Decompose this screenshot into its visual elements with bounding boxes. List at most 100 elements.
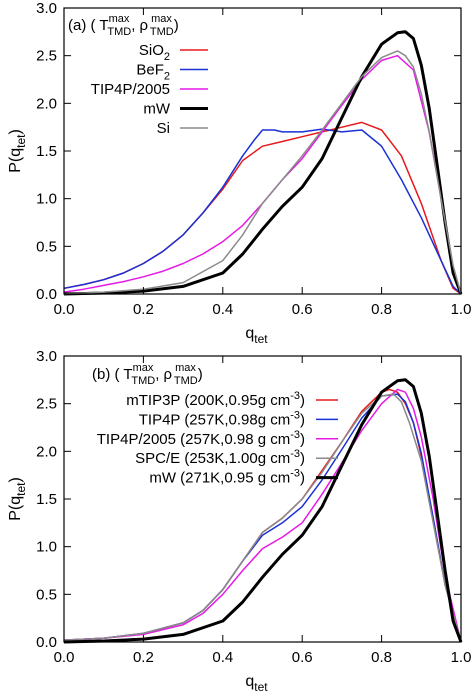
legend-label-tail: ) — [300, 392, 305, 409]
y-tick-label: 3.0 — [36, 0, 57, 17]
legend-label-sup: -3 — [290, 468, 300, 480]
legend-label-tail: ) — [300, 431, 305, 448]
legend-title: (b) ( Tmax TMD, ρ max TMD) — [92, 362, 203, 387]
legend-label-base: SiO — [139, 42, 164, 59]
legend-title-t-sup: max — [133, 362, 154, 374]
y-tick-label: 2.5 — [36, 396, 57, 413]
legend-label-sup: -3 — [290, 448, 300, 460]
legend-label: BeF2 — [136, 62, 170, 83]
x-tick-label: 0.0 — [54, 301, 75, 318]
legend-title-rho-sub: TMD — [174, 375, 198, 387]
legend-label-tail: ) — [300, 470, 305, 487]
legend-title-prefix: ( — [110, 366, 123, 383]
y-tick-label: 1.5 — [36, 143, 57, 160]
legend-label-sup: -3 — [290, 409, 300, 421]
legend-label-base: BeF — [136, 62, 164, 79]
x-tick-label: 0.2 — [133, 649, 154, 666]
y-tick-label: 1.5 — [36, 491, 57, 508]
legend-title-t-sup: max — [109, 13, 130, 25]
series-line-sio — [63, 121, 462, 295]
plot-frame — [63, 7, 462, 295]
y-axis-label-sub: tet — [14, 482, 28, 496]
legend-title-sep: , — [131, 17, 139, 34]
legend-title-prefix: ( — [86, 17, 99, 34]
y-axis-label-sub: tet — [14, 134, 28, 148]
legend-label-sub: 2 — [164, 71, 170, 83]
legend-label-tail: ) — [300, 450, 305, 467]
x-axis-label-sub: tet — [254, 680, 268, 691]
legend-label: SiO2 — [139, 42, 170, 63]
series-line-mw — [63, 30, 463, 296]
y-tick-label: 1.0 — [36, 191, 57, 208]
legend-entry: TIP4P/2005 (257K,0.98 g cm-3) — [97, 429, 338, 448]
x-axis-label-base: q — [245, 325, 254, 342]
legend-label-base: SPC/E (253K,1.00g cm — [135, 450, 290, 467]
series-line-bef — [63, 128, 462, 295]
legend-title-t-sub: TMD — [107, 26, 131, 38]
legend-label-base: TIP4P/2005 (257K,0.98 g cm — [97, 431, 290, 448]
y-axis-label-text: P(qtet) — [7, 129, 28, 173]
legend-entry: mW — [143, 101, 208, 118]
x-axis-label: qtet — [245, 673, 268, 691]
legend-entry: BeF2 — [136, 62, 208, 83]
legend-title-sep: , — [155, 366, 163, 383]
y-axis-label: P(qtet) — [7, 477, 28, 521]
legend-title-t: T — [99, 17, 108, 34]
legend-entry: TIP4P (257K,0.98g cm-3) — [139, 409, 338, 428]
x-tick-label: 0.8 — [371, 649, 392, 666]
x-tick-label: 0.6 — [292, 301, 313, 318]
legend-label: Si — [157, 120, 170, 137]
chart-panel-b: 0.0 0.2 0.4 0.6 0.8 1.0 0.0 0.5 1.0 1.5 2.0 2.5 3.0 q… — [7, 348, 471, 691]
x-tick-label: 0.2 — [133, 301, 154, 318]
legend-title-rho-sub: TMD — [150, 26, 174, 38]
x-tick-label: 0.6 — [292, 649, 313, 666]
x-tick-label: 0.4 — [212, 301, 233, 318]
series-line-spce — [63, 393, 462, 643]
legend-title-t-sub: TMD — [131, 375, 155, 387]
legend-label: TIP4P/2005 — [91, 81, 170, 98]
legend-title-rho: ρ — [140, 17, 149, 34]
y-axis-label-base: P(q — [7, 496, 24, 521]
legend-title-t: T — [123, 366, 132, 383]
x-axis-label: qtet — [245, 325, 268, 346]
legend-title-rho: ρ — [164, 366, 173, 383]
legend-entry: SiO2 — [139, 42, 208, 63]
legend-title-rho-sup: max — [172, 362, 196, 374]
x-axis-label-sub: tet — [254, 332, 268, 346]
y-tick-label: 0.0 — [36, 634, 57, 651]
panel-label: (a) — [68, 17, 86, 34]
legend-entry: Si — [157, 120, 208, 137]
panel-label: (b) — [92, 366, 110, 383]
legend-label: mW (271K,0.95 g cm-3) — [149, 468, 305, 487]
legend-label-sup: -3 — [290, 390, 300, 402]
legend-label-sup: -3 — [290, 429, 300, 441]
legend-label: TIP4P/2005 (257K,0.98 g cm-3) — [97, 429, 305, 448]
x-tick-label: 0.4 — [212, 649, 233, 666]
legend-label: mTIP3P (200K,0.95g cm-3) — [126, 390, 305, 409]
y-axis-label-tail: ) — [7, 477, 24, 482]
legend-label-sub: 2 — [164, 51, 170, 63]
y-tick-label: 1.0 — [36, 539, 57, 556]
y-axis-label-tail: ) — [7, 129, 24, 134]
y-axis-label-base: P(q — [7, 148, 24, 173]
legend-entry: TIP4P/2005 — [91, 81, 208, 98]
y-tick-label: 2.5 — [36, 48, 57, 65]
y-tick-label: 0.5 — [36, 586, 57, 603]
legend-label-base: TIP4P/2005 — [91, 81, 170, 98]
legend-label-tail: ) — [300, 411, 305, 428]
x-tick-label: 0.8 — [371, 301, 392, 318]
legend-label-base: mW — [143, 101, 170, 118]
legend-title: (a) ( Tmax TMD, ρ max TMD) — [68, 13, 179, 38]
x-tick-label: 0.0 — [54, 649, 75, 666]
legend-label-base: mW (271K,0.95 g cm — [149, 470, 290, 487]
legend-entry: mW (271K,0.95 g cm-3) — [149, 468, 338, 487]
x-tick-label: 1.0 — [451, 301, 472, 318]
legend-title-rho-sup: max — [148, 13, 172, 25]
y-axis-label: P(qtet) — [7, 129, 28, 173]
y-tick-label: 2.0 — [36, 95, 57, 112]
legend-title-suffix: ) — [174, 17, 179, 34]
legend-title-suffix: ) — [198, 366, 203, 383]
y-axis-label-text: P(qtet) — [7, 477, 28, 521]
legend-label: SPC/E (253K,1.00g cm-3) — [135, 448, 305, 467]
